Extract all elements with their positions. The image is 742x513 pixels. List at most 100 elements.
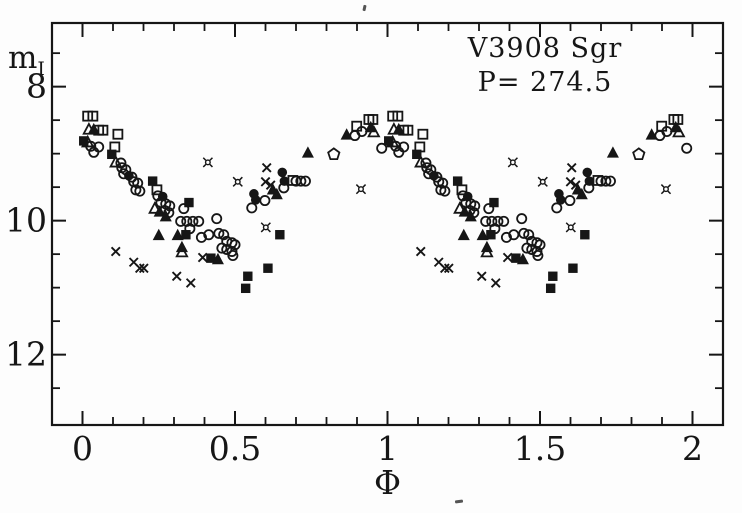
open-circle-marker <box>600 175 612 187</box>
open-circle-marker <box>526 243 538 255</box>
filled-circle-marker <box>277 167 288 178</box>
open-square-marker <box>112 128 124 140</box>
open-triangle-marker <box>148 201 162 214</box>
four-point-star-marker <box>660 184 672 195</box>
open-circle-marker <box>203 229 215 241</box>
four-point-star-marker <box>232 176 243 187</box>
filled-triangle-marker <box>669 120 682 133</box>
filled-circle-marker <box>279 176 290 186</box>
open-circle-marker <box>523 229 535 241</box>
filled-circle-marker <box>584 176 595 186</box>
filled-triangle-marker <box>159 209 172 222</box>
open-circle-marker <box>500 231 512 243</box>
filled-triangle-marker <box>457 228 470 241</box>
plot-annotation: V3908 Sgr P= 274.5 <box>415 33 675 98</box>
filled-square-marker <box>240 283 251 294</box>
open-circle-marker <box>439 185 451 197</box>
open-circle-marker <box>521 242 533 254</box>
cross-marker <box>171 271 182 282</box>
cross-marker <box>476 271 487 282</box>
open-circle-marker <box>175 215 187 227</box>
filled-triangle-marker <box>270 187 283 200</box>
filled-triangle-marker <box>153 205 166 217</box>
open-circle-marker <box>88 146 100 158</box>
filled-square-marker <box>452 176 463 186</box>
x-tick-label: 0.5 <box>209 429 261 468</box>
open-circle-marker <box>218 229 230 241</box>
cross-marker <box>490 278 501 288</box>
open-square-marker <box>367 114 379 125</box>
filled-square-marker <box>568 263 578 273</box>
open-circle-marker <box>211 213 223 225</box>
open-circle-marker <box>229 239 241 251</box>
data-points <box>79 110 693 294</box>
y-axis-label-main: m <box>8 40 38 76</box>
cross-marker <box>185 278 196 288</box>
filled-square-marker <box>147 176 158 186</box>
filled-triangle-marker <box>152 228 165 241</box>
open-circle-marker <box>604 175 616 187</box>
open-circle-marker <box>299 175 311 187</box>
filled-square-marker <box>243 271 253 281</box>
filled-circle-marker <box>124 170 134 181</box>
filled-triangle-marker <box>516 252 529 265</box>
filled-square-marker <box>545 283 556 294</box>
cross-marker <box>260 176 271 187</box>
open-circle-marker <box>564 195 576 207</box>
open-circle-marker <box>134 185 146 197</box>
filled-circle-marker <box>250 195 261 205</box>
cross-marker <box>570 180 581 191</box>
open-square-marker <box>287 175 299 186</box>
x-tick-label: 0 <box>72 429 93 468</box>
open-square-marker <box>417 128 429 140</box>
cross-marker <box>138 263 149 274</box>
cross-marker <box>197 252 208 263</box>
filled-triangle-marker <box>458 205 471 217</box>
cross-marker <box>565 176 576 187</box>
open-triangle-marker <box>109 154 123 168</box>
x-tick-label: 1.5 <box>514 429 566 468</box>
four-point-star-marker <box>355 184 367 195</box>
filled-triangle-marker <box>464 209 477 222</box>
four-point-star-marker <box>202 157 213 168</box>
y-tick-label: 10 <box>5 201 47 240</box>
x-tick-label: 1 <box>377 429 398 468</box>
cross-marker <box>134 263 145 274</box>
open-triangle-marker <box>414 154 428 168</box>
open-square-marker <box>97 124 109 136</box>
open-square-marker <box>656 120 668 132</box>
cross-marker <box>265 180 276 191</box>
filled-square-marker <box>489 197 499 208</box>
open-triangle-marker <box>385 134 400 148</box>
open-circle-marker <box>259 195 271 207</box>
filled-triangle-marker <box>480 240 493 253</box>
open-circle-marker <box>516 213 528 225</box>
open-circle-marker <box>376 142 388 154</box>
four-point-star-marker <box>537 176 548 187</box>
open-circle-marker <box>295 175 307 187</box>
open-square-marker <box>672 114 684 125</box>
cross-marker <box>261 162 272 173</box>
open-circle-marker <box>508 229 520 241</box>
filled-square-marker <box>107 149 117 160</box>
four-point-star-marker <box>507 157 518 168</box>
y-axis-label-subscript: I <box>37 58 45 81</box>
filled-square-marker <box>486 230 496 240</box>
y-tick-label: 12 <box>5 335 47 374</box>
filled-square-marker <box>580 230 590 240</box>
four-point-star-marker <box>260 222 271 233</box>
filled-circle-marker <box>555 195 566 205</box>
filled-square-marker <box>548 271 558 281</box>
open-circle-marker <box>393 146 405 158</box>
open-circle-marker <box>195 231 207 243</box>
filled-triangle-marker <box>175 240 188 253</box>
open-circle-marker <box>551 202 563 214</box>
open-triangle-marker <box>80 134 95 148</box>
filled-square-marker <box>181 230 191 240</box>
open-circle-marker <box>483 203 495 215</box>
cross-marker <box>415 246 426 257</box>
filled-triangle-marker <box>364 120 377 133</box>
open-pentagon-marker <box>327 147 341 161</box>
